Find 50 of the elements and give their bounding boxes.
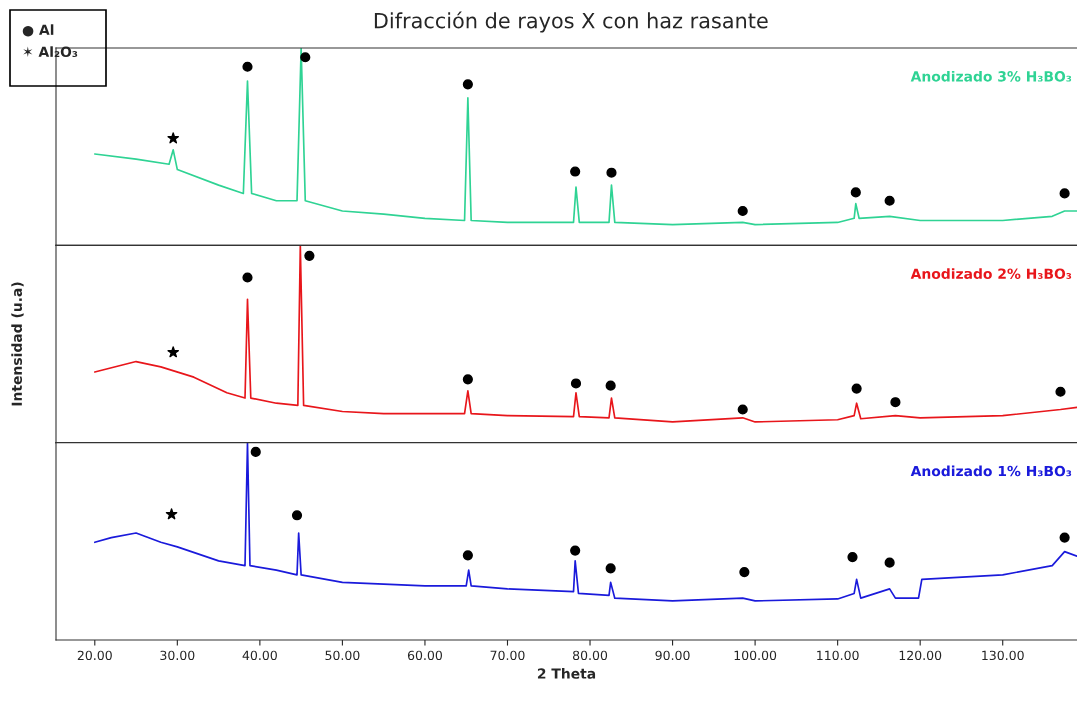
point bbox=[890, 397, 901, 408]
x-tick-label: 100.00 bbox=[734, 650, 777, 661]
point bbox=[737, 205, 748, 217]
point bbox=[167, 132, 180, 144]
point bbox=[1059, 532, 1070, 543]
x-tick-label: 60.00 bbox=[407, 650, 443, 661]
point bbox=[291, 510, 303, 521]
x-tick-label: 80.00 bbox=[572, 650, 608, 661]
point bbox=[165, 508, 178, 520]
point bbox=[605, 563, 616, 574]
x-tick-label: 50.00 bbox=[325, 650, 360, 661]
point bbox=[884, 195, 895, 206]
point bbox=[606, 167, 617, 178]
point bbox=[739, 567, 750, 578]
point bbox=[1055, 386, 1066, 397]
text: Anodizado 1% H₃BO₃ bbox=[910, 465, 1072, 477]
point bbox=[884, 557, 895, 568]
text: Anodizado 3% H₃BO₃ bbox=[910, 70, 1072, 82]
point bbox=[851, 383, 862, 394]
point bbox=[242, 61, 253, 72]
point bbox=[300, 52, 311, 63]
point bbox=[242, 272, 253, 283]
point bbox=[570, 545, 581, 556]
point bbox=[304, 250, 315, 261]
text: ● Al bbox=[22, 24, 54, 37]
point bbox=[1059, 188, 1070, 199]
x-tick-label: 130.00 bbox=[982, 650, 1024, 661]
x-axis-title: 2 Theta bbox=[537, 668, 596, 679]
x-tick-label: 20.00 bbox=[77, 650, 112, 661]
x-tick-label: 40.00 bbox=[242, 650, 277, 661]
annotation: ✶ Al₂O₃ bbox=[23, 46, 78, 58]
chart-title: Difracción de rayos X con haz rasante bbox=[374, 11, 768, 33]
x-tick-label: 30.00 bbox=[160, 650, 195, 661]
x-tick-label: 70.00 bbox=[490, 650, 525, 661]
point bbox=[570, 166, 581, 177]
point bbox=[850, 187, 861, 198]
point bbox=[462, 79, 473, 90]
y-axis-title: Intensidad (u.a) bbox=[11, 282, 24, 406]
point bbox=[847, 552, 858, 563]
text: Anodizado 2% H₃BO₃ bbox=[910, 268, 1072, 279]
point bbox=[250, 446, 261, 458]
point bbox=[737, 404, 748, 415]
point bbox=[167, 346, 180, 358]
x-tick-label: 110.00 bbox=[817, 650, 859, 661]
point bbox=[570, 378, 582, 389]
point bbox=[605, 380, 616, 391]
point bbox=[462, 374, 473, 385]
point bbox=[462, 550, 473, 561]
x-tick-label: 90.00 bbox=[655, 650, 690, 661]
x-tick-label: 120.00 bbox=[899, 650, 942, 661]
